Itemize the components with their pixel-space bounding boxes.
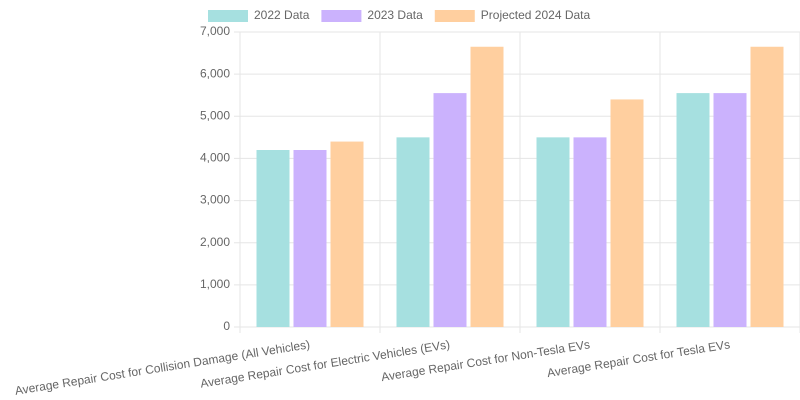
bar: [330, 141, 364, 327]
bar: [713, 93, 747, 327]
y-tick-label: 1,000: [200, 277, 230, 291]
y-tick-label: 6,000: [200, 66, 230, 80]
bar: [470, 46, 504, 327]
legend-label: 2022 Data: [254, 8, 310, 22]
bar: [676, 93, 710, 327]
bar: [433, 93, 467, 327]
bar: [396, 137, 430, 327]
bar: [536, 137, 570, 327]
bar: [750, 46, 784, 327]
bar: [610, 99, 644, 327]
x-tick-label: Average Repair Cost for Electric Vehicle…: [199, 337, 451, 390]
legend-swatch: [208, 10, 248, 22]
bar: [293, 150, 327, 327]
y-tick-label: 0: [223, 319, 230, 333]
legend-label: Projected 2024 Data: [481, 8, 591, 22]
y-tick-label: 3,000: [200, 193, 230, 207]
legend-swatch: [434, 10, 475, 22]
y-tick-label: 2,000: [200, 235, 230, 249]
bar: [573, 137, 607, 327]
y-tick-label: 5,000: [200, 108, 230, 122]
bar: [256, 150, 290, 327]
legend-swatch: [321, 10, 362, 22]
legend-label: 2023 Data: [367, 8, 423, 22]
y-tick-label: 4,000: [200, 151, 230, 165]
y-tick-label: 7,000: [200, 24, 230, 38]
